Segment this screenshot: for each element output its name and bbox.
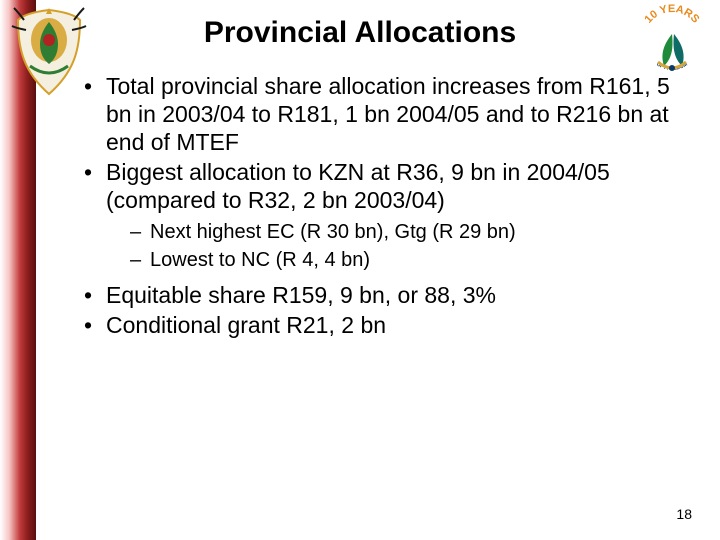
sub-bullet-item: Next highest EC (R 30 bn), Gtg (R 29 bn) bbox=[130, 220, 670, 246]
page-number: 18 bbox=[676, 506, 692, 522]
slide-title: Provincial Allocations bbox=[0, 16, 720, 50]
bullet-item: Equitable share R159, 9 bn, or 88, 3% bbox=[84, 281, 670, 309]
sub-bullet-item: Lowest to NC (R 4, 4 bn) bbox=[130, 248, 670, 274]
bullet-list: Total provincial share allocation increa… bbox=[84, 72, 670, 340]
slide-body: Total provincial share allocation increa… bbox=[84, 72, 670, 342]
bullet-item: Total provincial share allocation increa… bbox=[84, 72, 670, 156]
bullet-item: Biggest allocation to KZN at R36, 9 bn i… bbox=[84, 158, 670, 273]
sub-bullet-list: Next highest EC (R 30 bn), Gtg (R 29 bn)… bbox=[106, 220, 670, 273]
bullet-text: Biggest allocation to KZN at R36, 9 bn i… bbox=[106, 159, 610, 213]
bullet-item: Conditional grant R21, 2 bn bbox=[84, 311, 670, 339]
